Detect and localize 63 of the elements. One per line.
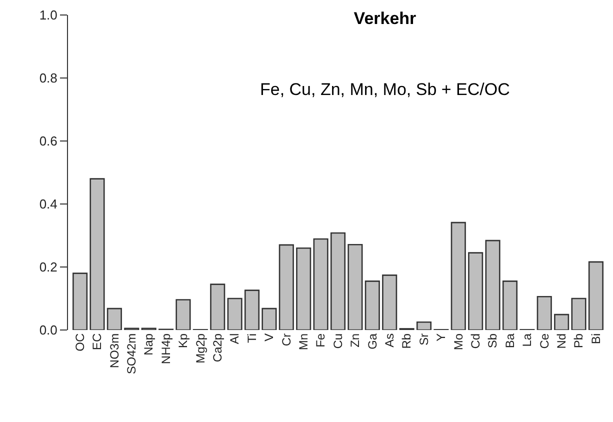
x-tick-label: NH4p [158,333,173,364]
x-tick-label: NO3m [107,333,122,368]
y-tick-label: 0.4 [39,196,58,212]
x-tick-label: Sr [416,333,431,346]
x-tick-label: EC [90,333,104,350]
x-tick-label: Ga [365,333,380,350]
bar [468,252,484,330]
bar [227,298,242,330]
y-tick-label: 0.6 [39,134,58,149]
x-tick-label: Zn [348,333,362,348]
bar [210,284,226,330]
bar [296,247,312,330]
x-tick-label: Al [228,333,242,344]
y-tick-label: 0.2 [39,260,58,275]
x-tick-label: La [520,333,534,347]
bar [364,280,380,330]
bar [571,298,586,330]
x-tick-label: Nd [554,333,568,349]
bar [536,296,552,330]
x-tick-label: Bi [588,333,603,344]
bar [72,272,88,330]
bar [382,274,398,330]
bar [90,178,105,330]
bar [330,232,346,330]
x-tick-label: OC [72,333,87,352]
bar [313,238,328,330]
bar [348,244,363,330]
bar [176,299,191,330]
bar [262,308,277,330]
x-tick-label: Rb [400,333,414,349]
bar [485,240,500,330]
x-tick-label: Fe [314,333,328,348]
y-tick-label: 1.0 [39,8,58,23]
bar [450,222,466,330]
bar [554,314,570,330]
x-tick-label: Cu [330,333,345,349]
bar [502,280,518,330]
x-tick-label: Ca2p [210,333,225,362]
x-tick-label: Nap [142,333,156,356]
bar [416,321,432,330]
x-tick-label: Kp [176,333,190,348]
bar [244,290,260,330]
x-tick-label: Y [434,333,448,342]
x-tick-label: V [262,333,276,342]
text: Fe, Cu, Zn, Mn, Mo, Sb + EC/OC [260,80,510,99]
x-tick-label: Ce [537,333,552,349]
x-tick-label: Sb [486,333,500,348]
y-tick-label: 0.0 [39,322,58,338]
x-tick-label: Mn [296,333,311,350]
chart-title: Verkehr [354,8,417,28]
x-tick-label: Pb [572,333,586,348]
bar [278,244,294,330]
bar [588,261,604,330]
x-tick-label: Mo [451,333,466,350]
x-tick-label: Ti [244,333,259,343]
bar [106,308,122,330]
x-tick-label: Cr [279,333,294,346]
x-tick-label: As [382,333,396,348]
y-tick-label: 0.8 [39,70,58,86]
x-tick-label: Cd [468,333,482,349]
x-tick-label: Ba [502,333,517,348]
x-tick-label: Mg2p [193,333,208,364]
x-tick-label: SO42m [124,333,139,374]
